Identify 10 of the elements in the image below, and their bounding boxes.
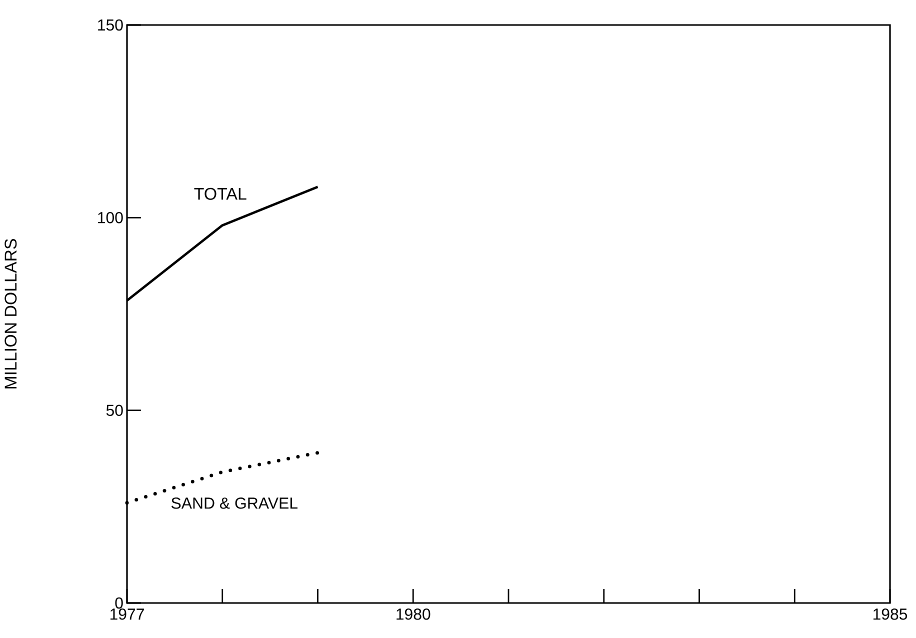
x-tick-label: 1977: [110, 608, 144, 620]
y-tick-label: 0: [115, 597, 123, 609]
y-axis-title: MILLION DOLLARS: [4, 239, 17, 388]
y-tick-label: 50: [106, 404, 123, 416]
x-tick-label: 1985: [873, 608, 908, 620]
x-tick-label: 1980: [396, 608, 430, 620]
y-tick-label: 100: [98, 212, 123, 224]
y-tick-label: 150: [98, 19, 123, 31]
series-label: TOTAL: [194, 188, 246, 200]
series-label: SAND & GRAVEL: [171, 498, 298, 509]
